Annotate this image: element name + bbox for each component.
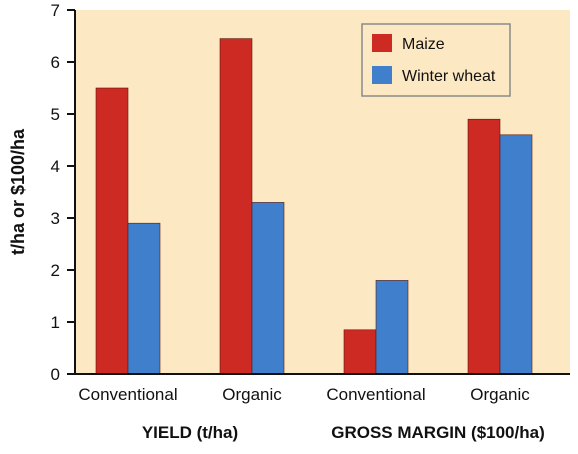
legend: Maize Winter wheat <box>361 23 511 97</box>
bar-maize-2 <box>219 38 253 375</box>
bar-maize-3 <box>343 329 377 375</box>
y-tick-label: 1 <box>51 313 60 332</box>
legend-label-maize: Maize <box>402 36 445 53</box>
category-labels: Conventional Organic Conventional Organic <box>78 385 530 404</box>
category-label: Conventional <box>78 385 177 404</box>
category-label: Conventional <box>326 385 425 404</box>
group-label-gross-margin: GROSS MARGIN ($100/ha) <box>331 423 545 442</box>
category-label: Organic <box>222 385 282 404</box>
bar-winter-wheat-3 <box>375 280 409 375</box>
category-label: Organic <box>470 385 530 404</box>
y-tick-label: 2 <box>51 261 60 280</box>
y-axis-label: t/ha or $100/ha <box>8 128 28 255</box>
y-tick-label: 5 <box>51 105 60 124</box>
y-tick-label: 4 <box>51 157 60 176</box>
y-tick-label: 7 <box>51 1 60 20</box>
y-ticks: 0 1 2 3 4 5 6 7 <box>51 1 75 384</box>
bar-winter-wheat-4 <box>499 134 533 375</box>
y-tick-label: 3 <box>51 209 60 228</box>
bars-layer <box>95 38 533 375</box>
axes-layer <box>74 10 570 375</box>
y-tick-label: 0 <box>51 365 60 384</box>
y-tick-label: 6 <box>51 53 60 72</box>
bar-maize-1 <box>95 87 129 375</box>
group-label-yield: YIELD (t/ha) <box>142 423 238 442</box>
bar-winter-wheat-2 <box>251 202 285 375</box>
bar-maize-4 <box>467 118 501 375</box>
legend-swatch-maize <box>372 34 392 52</box>
bar-winter-wheat-1 <box>127 222 161 375</box>
legend-swatch-winter-wheat <box>372 66 392 84</box>
legend-label-winter-wheat: Winter wheat <box>402 68 496 85</box>
